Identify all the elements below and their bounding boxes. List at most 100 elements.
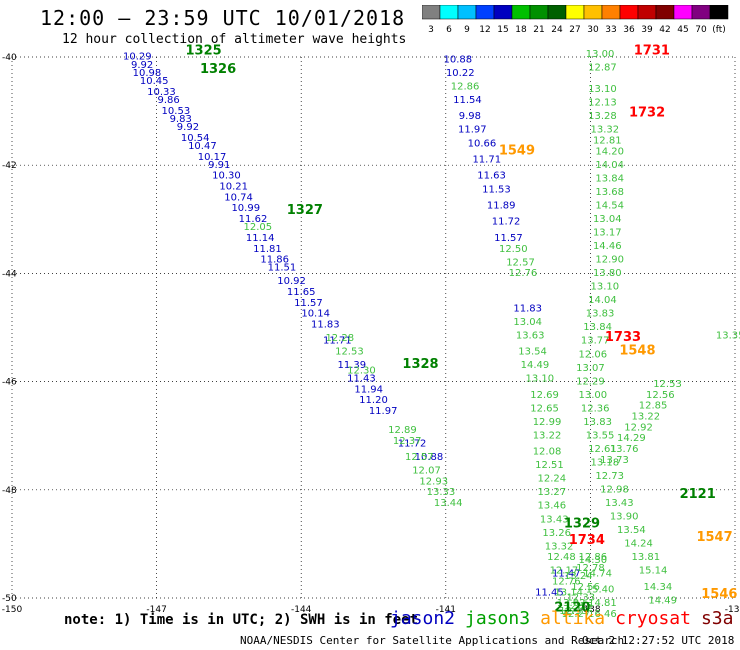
legend-item-jason2: jason2 bbox=[390, 608, 456, 629]
data-point-label: 9.98 bbox=[459, 111, 481, 122]
data-point-label: 9.91 bbox=[208, 160, 230, 171]
colorbar-label: 33 bbox=[605, 25, 616, 35]
colorbar-label: 12 bbox=[479, 25, 490, 35]
colorbar-label: 39 bbox=[641, 25, 653, 35]
pass-number-label: 1733 bbox=[605, 330, 641, 345]
data-point-label: 13.00 bbox=[586, 49, 615, 60]
data-point-label: 12.48 bbox=[547, 552, 576, 563]
data-point-label: 14.46 bbox=[593, 241, 622, 252]
data-point-label: 11.43 bbox=[347, 374, 376, 385]
colorbar-label: 15 bbox=[497, 25, 508, 35]
data-point-label: 9.83 bbox=[170, 114, 192, 125]
data-point-label: 11.97 bbox=[369, 406, 398, 417]
data-point-label: 13.46 bbox=[538, 501, 567, 512]
data-point-label: 12.08 bbox=[533, 447, 562, 458]
data-point-label: 14.54 bbox=[595, 200, 624, 211]
colorbar-label: 42 bbox=[659, 25, 670, 35]
y-tick-label: -46 bbox=[2, 378, 17, 388]
data-point-label: 13.10 bbox=[588, 84, 617, 95]
y-tick-label: -50 bbox=[2, 594, 17, 604]
pass-number-label: 1548 bbox=[619, 344, 655, 359]
colorbar-label: 36 bbox=[623, 25, 635, 35]
data-point-label: 14.30 bbox=[578, 555, 607, 566]
data-point-label: 12.17 bbox=[550, 566, 579, 577]
satellite-legend: jason2 jason3 altika cryosat s3a bbox=[390, 608, 740, 629]
units-note: note: 1) Time is in UTC; 2) SWH is in fe… bbox=[64, 612, 419, 628]
data-point-label: 12.33 bbox=[566, 593, 595, 604]
legend-item-cryosat: cryosat bbox=[615, 608, 691, 629]
data-point-label: 11.83 bbox=[311, 320, 340, 331]
colorbar-label: 27 bbox=[569, 25, 580, 35]
footer-credit: NOAA/NESDIS Center for Satellite Applica… bbox=[240, 634, 625, 647]
pass-number-label: 1731 bbox=[634, 43, 670, 58]
data-point-label: 9.92 bbox=[177, 122, 199, 133]
data-point-label: 12.24 bbox=[538, 474, 567, 485]
colorbar-label: 18 bbox=[515, 25, 527, 35]
data-point-label: 13.83 bbox=[586, 309, 615, 320]
colorbar-label: 6 bbox=[446, 25, 452, 35]
data-point-label: 13.55 bbox=[586, 430, 615, 441]
data-point-label: 12.57 bbox=[506, 257, 535, 268]
data-point-label: 13.22 bbox=[632, 411, 661, 422]
pass-number-label: 2120 bbox=[554, 601, 590, 616]
data-point-label: 13.43 bbox=[540, 514, 569, 525]
colorbar-label: 21 bbox=[533, 25, 544, 35]
data-point-label: 11.63 bbox=[477, 171, 506, 182]
data-point-label: 12.50 bbox=[499, 244, 528, 255]
data-point-label: 11.81 bbox=[253, 244, 282, 255]
y-tick-label: -42 bbox=[2, 161, 17, 171]
data-point-label: 12.13 bbox=[588, 98, 617, 109]
data-point-label: 13.76 bbox=[610, 444, 639, 455]
data-point-label: 13.27 bbox=[538, 487, 567, 498]
data-point-label: 10.33 bbox=[147, 87, 176, 98]
data-point-label: 13.32 bbox=[591, 125, 620, 136]
pass-number-label: 1328 bbox=[402, 357, 438, 372]
data-point-label: 12.81 bbox=[593, 136, 622, 147]
data-point-label: 10.30 bbox=[212, 171, 241, 182]
footer-timestamp: Oct 2 12:27:52 UTC 2018 bbox=[582, 634, 735, 647]
pass-number-label: 1326 bbox=[200, 62, 236, 77]
data-point-label: 16.46 bbox=[588, 609, 617, 620]
data-point-label: 10.14 bbox=[301, 309, 330, 320]
data-point-label: 10.47 bbox=[188, 141, 217, 152]
data-point-label: 14.04 bbox=[595, 160, 624, 171]
data-point-label: 11.94 bbox=[354, 384, 383, 395]
data-point-label: 13.17 bbox=[593, 228, 622, 239]
data-point-label: 12.29 bbox=[576, 376, 605, 387]
data-point-label: 12.65 bbox=[530, 403, 559, 414]
data-point-label: 14.04 bbox=[588, 295, 617, 306]
colorbar: 3 6 9 12 15 18 21 24 27 30 33 36 39 42 45 70 (ft) bbox=[422, 5, 729, 35]
data-point-label: 13.68 bbox=[595, 187, 624, 198]
data-point-label: 11.53 bbox=[482, 184, 511, 195]
x-tick-label: -147 bbox=[146, 605, 166, 615]
data-point-label: 10.92 bbox=[277, 276, 306, 287]
x-tick-label: -144 bbox=[291, 605, 312, 615]
data-point-label: 15.40 bbox=[586, 585, 615, 596]
data-point-label: 12.57 bbox=[405, 452, 434, 463]
data-point-label: 11.71 bbox=[472, 154, 501, 165]
data-point-label: 9.86 bbox=[158, 95, 180, 106]
data-point-label: 10.53 bbox=[162, 106, 191, 117]
data-point-label: 13.33 bbox=[427, 487, 456, 498]
data-point-label: 12.86 bbox=[578, 552, 607, 563]
data-point-label: 10.29 bbox=[123, 52, 152, 63]
data-point-label: 12.86 bbox=[451, 81, 480, 92]
data-point-label: 10.74 bbox=[224, 192, 253, 203]
data-point-label: 13.35 bbox=[716, 330, 740, 341]
grid bbox=[11, 56, 736, 599]
data-point-label: 11.97 bbox=[458, 125, 487, 136]
data-point-label: 12.56 bbox=[646, 390, 675, 401]
data-point-label: 13.44 bbox=[434, 498, 463, 509]
pass-number-label: 2121 bbox=[680, 487, 716, 502]
data-point-label: 13.63 bbox=[516, 330, 545, 341]
data-point-label: 12.35 bbox=[559, 606, 588, 617]
data-point-label: 13.81 bbox=[632, 552, 661, 563]
data-point-label: 10.45 bbox=[140, 76, 169, 87]
chart-title: 12:00 – 23:59 UTC 10/01/2018 bbox=[40, 6, 406, 30]
data-point-label: 12.76 bbox=[552, 576, 581, 587]
data-point-label: 14.24 bbox=[624, 539, 653, 550]
data-point-label: 12.30 bbox=[347, 365, 376, 376]
data-point-label: 13.84 bbox=[583, 322, 612, 333]
data-point-label: 13.07 bbox=[576, 363, 605, 374]
